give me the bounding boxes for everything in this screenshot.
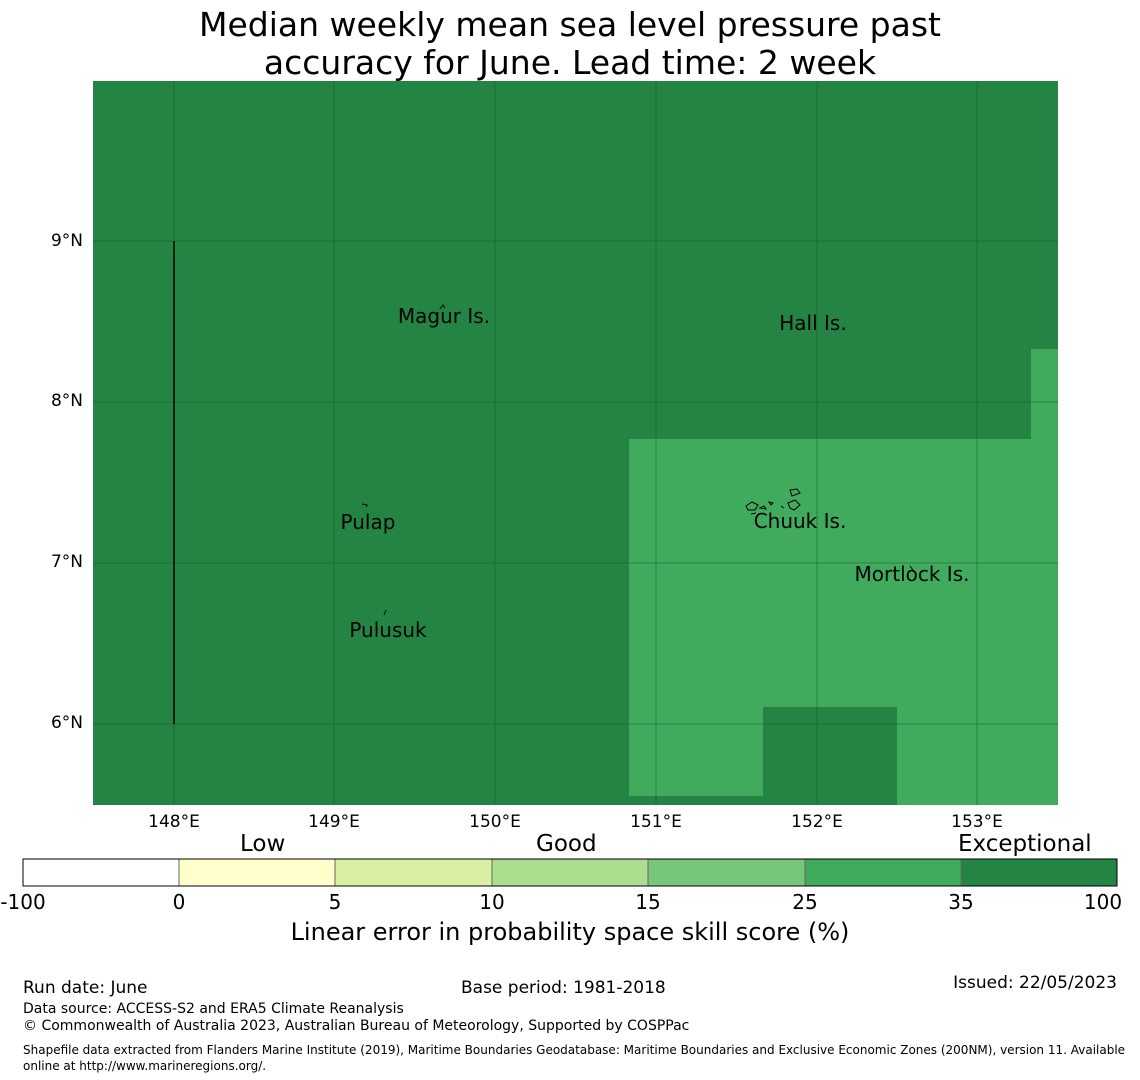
colorbar-swatch [961, 859, 1117, 886]
base-period: Base period: 1981-2018 [461, 978, 666, 998]
run-date: Run date: June [23, 978, 148, 998]
x-tick-149e: 149°E [308, 812, 360, 832]
x-tick-148e: 148°E [148, 812, 200, 832]
map-title: Median weekly mean sea level pressure pa… [0, 6, 1140, 82]
place-labels: Magur Is. Hall Is. Pulap Chuuk Is. Mortl… [341, 304, 970, 642]
place-label-pulusuk: Pulusuk [349, 618, 427, 642]
y-tick-8n: 8°N [50, 391, 83, 411]
colorbar-tick: 0 [172, 890, 186, 914]
copyright: © Commonwealth of Australia 2023, Austra… [23, 1018, 690, 1034]
island-magur [439, 304, 446, 310]
colorbar-swatch [335, 859, 492, 886]
colorbar-frame [22, 858, 1118, 887]
colorbar-tick: 15 [635, 890, 661, 914]
place-label-chuuk: Chuuk Is. [754, 509, 847, 533]
category-label-low: Low [240, 831, 286, 857]
place-label-mortlock: Mortlock Is. [855, 562, 970, 586]
map-title-line-2: accuracy for June. Lead time: 2 week [263, 43, 877, 82]
place-label-pulap: Pulap [341, 510, 396, 534]
map-title-line-1: Median weekly mean sea level pressure pa… [199, 5, 941, 44]
data-source: Data source: ACCESS-S2 and ERA5 Climate … [23, 1001, 404, 1017]
colorbar-swatch [805, 859, 961, 886]
colorbar-swatch [179, 859, 335, 886]
island-pulusuk [383, 609, 387, 616]
place-label-magur: Magur Is. [398, 304, 490, 328]
colorbar [22, 858, 1118, 887]
island-mortlock [909, 565, 914, 571]
category-label-good: Good [536, 831, 597, 857]
x-tick-153e: 153°E [951, 812, 1003, 832]
colorbar-tick: 35 [948, 890, 974, 914]
category-label-exceptional: Exceptional [958, 831, 1092, 857]
x-tick-150e: 150°E [469, 812, 521, 832]
colorbar-swatch [648, 859, 805, 886]
island-pulap [361, 503, 368, 508]
colorbar-tick: 100 [1083, 890, 1123, 914]
y-tick-7n: 7°N [50, 552, 83, 572]
colorbar-label: Linear error in probability space skill … [290, 918, 850, 946]
region-high-skill [629, 349, 1058, 805]
colorbar-swatch [23, 859, 179, 886]
island-chuuk-lagoon [745, 488, 801, 515]
issued-date: Issued: 22/05/2023 [953, 973, 1117, 993]
island-outlines [361, 304, 914, 616]
y-tick-9n: 9°N [50, 231, 83, 251]
colorbar-tick: -100 [0, 890, 46, 914]
colorbar-tick: 5 [328, 890, 342, 914]
skill-grid [93, 81, 1058, 805]
colorbar-tick: 25 [792, 890, 818, 914]
y-tick-6n: 6°N [50, 713, 83, 733]
place-label-hall: Hall Is. [779, 311, 846, 335]
shapefile-credit: Shapefile data extracted from Flanders M… [23, 1043, 1126, 1073]
colorbar-tick: 10 [479, 890, 505, 914]
x-tick-151e: 151°E [630, 812, 682, 832]
colorbar-swatch [492, 859, 648, 886]
x-tick-152e: 152°E [791, 812, 843, 832]
